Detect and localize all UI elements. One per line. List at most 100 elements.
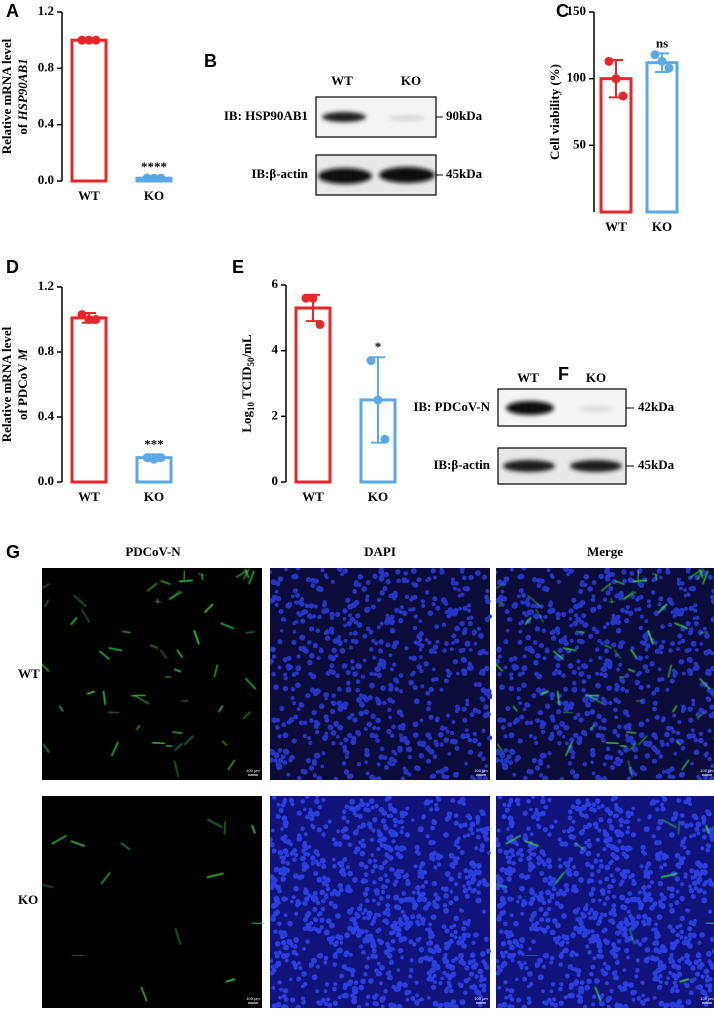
nucleus: [311, 583, 316, 588]
nucleus: [321, 832, 326, 837]
nucleus: [462, 933, 468, 939]
nucleus: [357, 906, 362, 911]
nucleus: [287, 720, 292, 725]
nucleus: [354, 980, 359, 985]
nucleus: [419, 631, 424, 636]
nucleus: [526, 799, 531, 804]
nucleus: [687, 943, 692, 948]
nucleus: [510, 997, 515, 1002]
nucleus: [432, 667, 436, 671]
nucleus: [684, 823, 689, 828]
nucleus: [294, 600, 298, 604]
nucleus: [295, 665, 301, 671]
nucleus: [466, 813, 471, 818]
nucleus: [683, 588, 687, 592]
nucleus: [443, 953, 447, 957]
nucleus: [298, 966, 302, 970]
nucleus: [328, 820, 332, 824]
nucleus: [358, 574, 364, 580]
nucleus: [377, 928, 382, 933]
nucleus: [386, 579, 391, 584]
nucleus: [654, 975, 658, 979]
nucleus: [346, 681, 351, 686]
panel-label: E: [232, 257, 244, 277]
nucleus: [599, 859, 603, 863]
nucleus: [480, 974, 484, 978]
nucleus: [292, 738, 297, 743]
nucleus: [696, 953, 702, 959]
nucleus: [515, 755, 521, 761]
nucleus: [346, 820, 350, 824]
nucleus: [468, 621, 473, 626]
nucleus: [689, 834, 693, 838]
nucleus: [394, 752, 398, 756]
nucleus: [695, 972, 700, 977]
nucleus: [651, 745, 656, 750]
nucleus: [362, 916, 366, 920]
nucleus: [389, 867, 393, 871]
nucleus: [442, 648, 447, 653]
nucleus: [322, 751, 326, 755]
nucleus: [571, 804, 576, 809]
nucleus: [701, 897, 707, 903]
nucleus: [454, 821, 459, 826]
nucleus: [706, 844, 711, 849]
nucleus: [445, 775, 449, 779]
nucleus: [564, 935, 570, 941]
nucleus: [269, 842, 274, 847]
nucleus: [658, 900, 662, 904]
nucleus: [392, 663, 396, 667]
nucleus: [631, 832, 636, 837]
nucleus: [531, 604, 536, 609]
nucleus: [611, 942, 616, 947]
nucleus: [675, 862, 681, 868]
nucleus: [600, 968, 604, 972]
y-tick-label: 50: [573, 136, 586, 151]
nucleus: [447, 614, 451, 618]
nucleus: [708, 910, 712, 914]
nucleus: [580, 582, 585, 587]
nucleus: [597, 828, 601, 832]
nucleus: [669, 738, 674, 743]
nucleus: [338, 935, 344, 941]
nucleus: [533, 736, 537, 740]
nucleus: [390, 960, 394, 964]
nucleus: [428, 935, 433, 940]
nucleus: [401, 910, 405, 914]
nucleus: [590, 865, 595, 870]
nucleus: [463, 868, 468, 873]
nucleus: [336, 829, 340, 833]
nucleus: [459, 621, 464, 626]
nucleus: [463, 888, 468, 893]
nucleus: [363, 891, 368, 896]
nucleus: [592, 995, 596, 999]
nucleus: [643, 664, 648, 669]
nucleus: [289, 978, 293, 982]
nucleus: [521, 902, 526, 907]
nucleus: [433, 644, 438, 649]
nucleus: [344, 639, 348, 643]
nucleus: [450, 739, 456, 745]
nucleus: [341, 873, 345, 877]
x-tick-label: WT: [605, 219, 627, 234]
nucleus: [607, 836, 613, 842]
nucleus: [666, 568, 670, 572]
nucleus: [620, 608, 625, 613]
nucleus: [386, 794, 391, 799]
nucleus: [668, 924, 673, 929]
nucleus: [603, 902, 607, 906]
nucleus: [548, 751, 552, 755]
nucleus: [646, 861, 651, 866]
nucleus: [476, 890, 480, 894]
nucleus: [482, 910, 486, 914]
nucleus: [385, 643, 390, 648]
nucleus: [299, 721, 304, 726]
nucleus: [527, 1001, 531, 1005]
nucleus: [303, 734, 307, 738]
nucleus: [391, 725, 396, 730]
nucleus: [419, 753, 424, 758]
nucleus: [314, 927, 318, 931]
nucleus: [310, 578, 315, 583]
nucleus: [475, 897, 481, 903]
nucleus: [309, 653, 315, 659]
